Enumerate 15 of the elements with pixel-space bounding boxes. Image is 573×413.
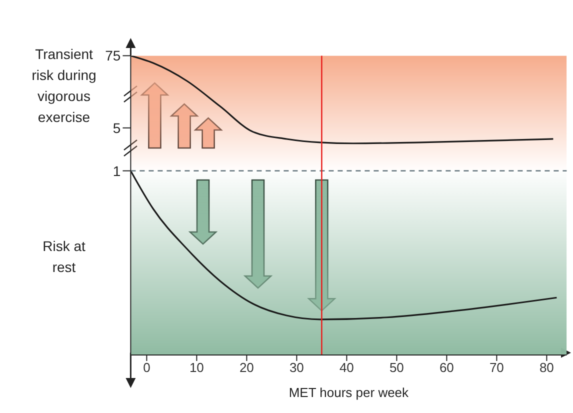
text: Risk at rest [42, 237, 86, 277]
x-tick-label: 0 [143, 360, 150, 376]
x-tick-label: 80 [539, 360, 554, 376]
x-tick-label: 30 [289, 360, 304, 376]
y-tick-label: 75 [105, 48, 121, 64]
x-tick-label: 40 [339, 360, 354, 376]
x-tick-label: 60 [439, 360, 454, 376]
x-tick-label: 10 [189, 360, 204, 376]
x-tick-label: 70 [489, 360, 504, 376]
x-tick-label: 50 [389, 360, 404, 376]
y-tick-label: 5 [112, 120, 121, 136]
x-axis-title: MET hours per week [288, 385, 410, 400]
text: Transient risk during vigorous exercise [30, 45, 98, 127]
x-tick-label: 20 [239, 360, 254, 376]
y-tick-label: 1 [112, 162, 121, 179]
